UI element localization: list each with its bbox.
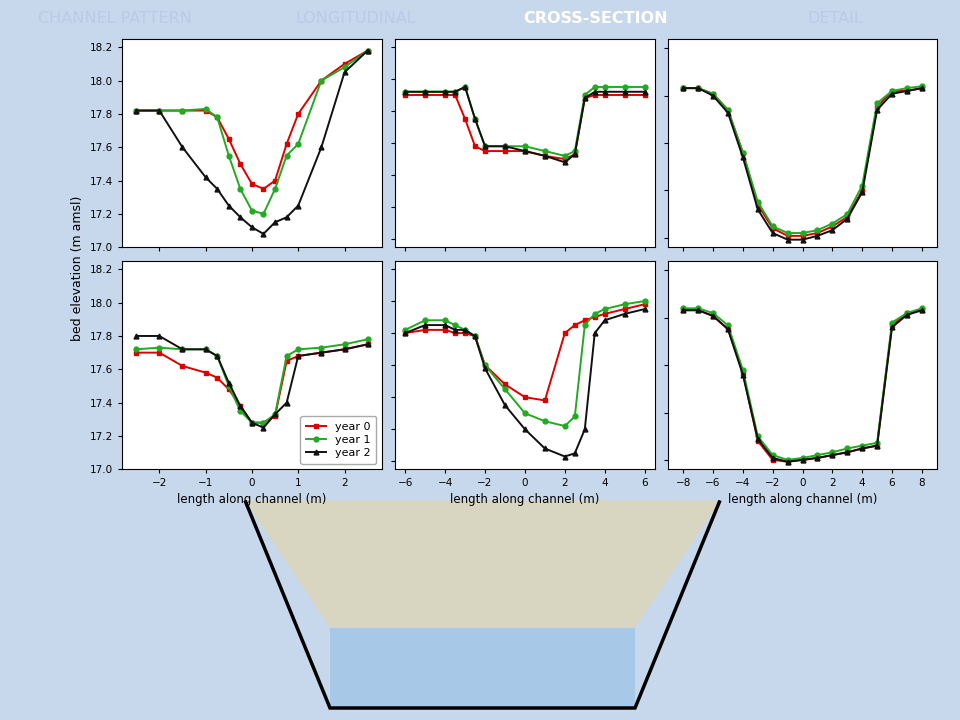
X-axis label: length along channel (m): length along channel (m) [728, 492, 877, 505]
Text: LUNTERSE BEEK: LUNTERSE BEEK [444, 50, 583, 66]
Text: bed elevation (m amsl): bed elevation (m amsl) [71, 195, 84, 341]
X-axis label: length along channel (m): length along channel (m) [450, 492, 600, 505]
Text: TUNGELROYSE BEEK: TUNGELROYSE BEEK [695, 50, 869, 66]
Text: HAGMOLENBEEK: HAGMOLENBEEK [174, 50, 316, 66]
Text: DETAIL: DETAIL [807, 12, 863, 26]
Polygon shape [330, 628, 635, 708]
Legend: year 0, year 1, year 2: year 0, year 1, year 2 [300, 416, 376, 464]
X-axis label: length along channel (m): length along channel (m) [178, 492, 326, 505]
Polygon shape [245, 500, 720, 628]
Text: LONGITUDINAL: LONGITUDINAL [295, 12, 416, 26]
Text: CROSS-SECTION: CROSS-SECTION [523, 12, 667, 26]
Text: CHANNEL PATTERN: CHANNEL PATTERN [38, 12, 192, 26]
